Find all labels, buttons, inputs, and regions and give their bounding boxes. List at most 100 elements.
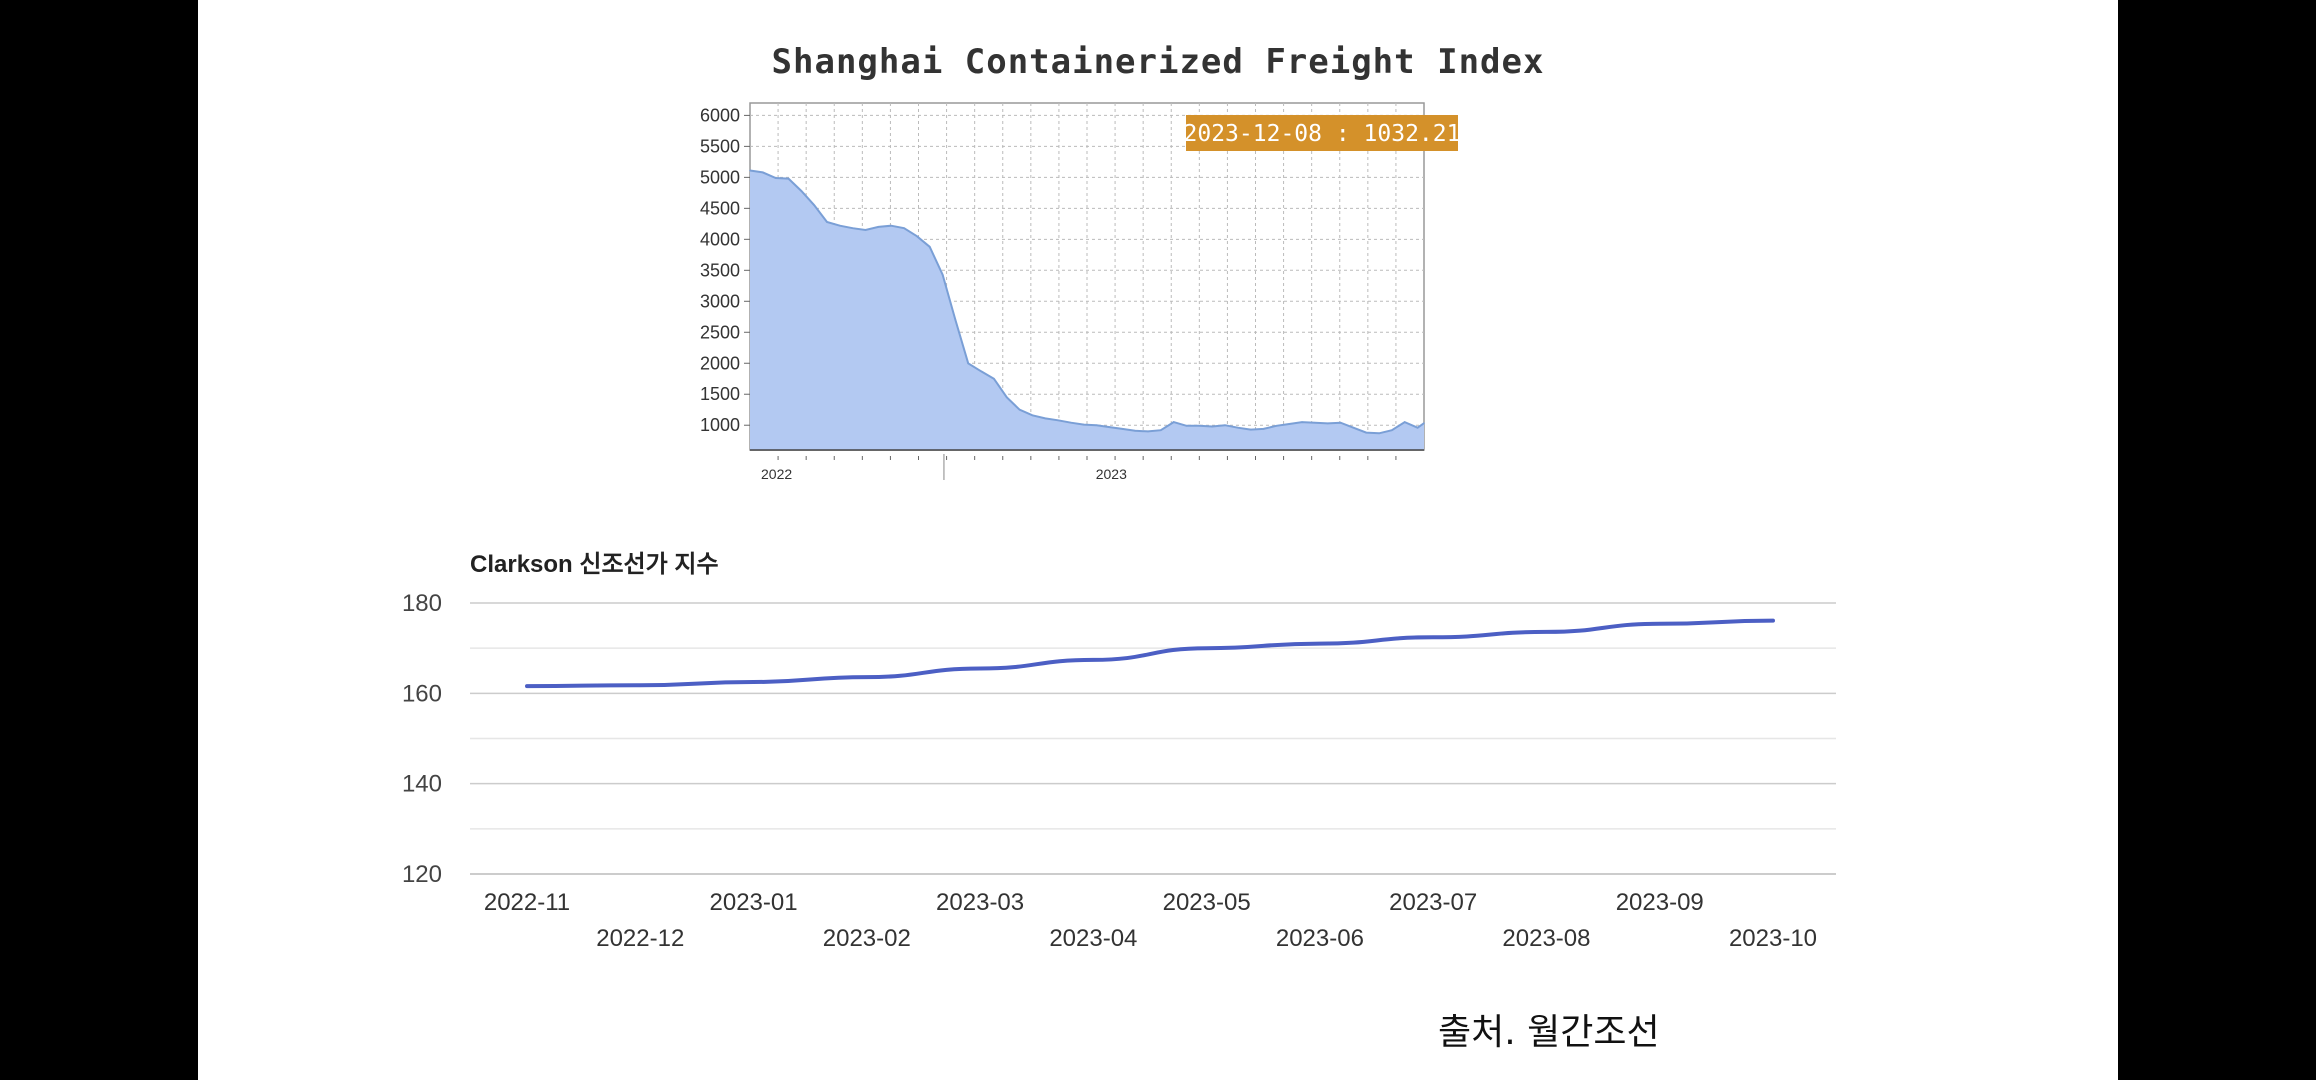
scfi-data-point: [967, 362, 969, 365]
clarkson-line-series: [525, 618, 1775, 689]
scfi-data-point: [1403, 421, 1406, 423]
scfi-data-point: [1095, 424, 1098, 427]
clarkson-x-axis: 2022-11 2022-12 2023-01 2023-02 2023-03 2023-…: [484, 889, 1817, 952]
clarkson-y-tick-label: 160: [402, 680, 442, 707]
scfi-data-point: [1352, 426, 1355, 429]
slide: Shanghai Containerized Freight Index 100…: [198, 0, 2118, 1080]
clarkson-data-point: [1092, 658, 1095, 661]
scfi-y-tick-label: 5500: [700, 136, 740, 156]
scfi-data-point: [1172, 421, 1175, 423]
scfi-tooltip-text: 2023-12-08 : 1032.21: [1184, 121, 1461, 147]
clarkson-chart-title: Clarkson 신조선가 지수: [470, 551, 719, 578]
scfi-y-tick-label: 3000: [700, 291, 740, 311]
scfi-data-point: [903, 227, 905, 229]
clarkson-data-point: [639, 684, 642, 687]
clarkson-x-tick-label: 2023-04: [1049, 925, 1137, 952]
scfi-data-point: [1249, 428, 1252, 431]
clarkson-y-axis: 120 140 160 180: [402, 590, 442, 888]
scfi-y-tick-label: 3500: [700, 260, 740, 280]
scfi-data-point: [864, 229, 867, 231]
scfi-data-point: [1044, 417, 1047, 420]
clarkson-grid: [470, 602, 1836, 875]
scfi-data-point: [774, 177, 777, 179]
scfi-y-tick-label: 2500: [700, 322, 740, 342]
clarkson-x-tick-label: 2022-11: [484, 889, 570, 916]
clarkson-data-point: [752, 681, 755, 683]
clarkson-line: [525, 618, 1775, 689]
left-black-band: [0, 0, 198, 1080]
scfi-data-point: [749, 169, 751, 172]
scfi-data-point: [826, 221, 828, 223]
clarkson-x-tick-label: 2023-09: [1616, 889, 1704, 916]
scfi-x-axis: 2022 2023: [750, 449, 1424, 482]
scfi-data-point: [1031, 414, 1034, 417]
clarkson-data-point: [865, 676, 868, 679]
scfi-chart-title: Shanghai Containerized Freight Index: [771, 42, 1545, 82]
scfi-data-point: [762, 171, 764, 174]
clarkson-data-point: [526, 685, 528, 688]
scfi-x-tick-label: 2023: [1096, 466, 1127, 482]
scfi-data-point: [1160, 429, 1162, 432]
scfi-y-tick-label: 1500: [700, 384, 740, 404]
scfi-data-point: [1018, 408, 1021, 411]
clarkson-x-tick-label: 2023-01: [710, 889, 798, 916]
clarkson-x-tick-label: 2023-03: [936, 889, 1024, 916]
scfi-data-point: [1057, 419, 1059, 422]
scfi-data-point: [1185, 425, 1188, 427]
scfi-data-point: [1006, 396, 1008, 399]
scfi-data-point: [1083, 423, 1085, 426]
scfi-data-point: [916, 235, 918, 237]
scfi-data-point: [1224, 424, 1226, 427]
scfi-y-tick-label: 5000: [700, 167, 740, 187]
scfi-data-point: [941, 273, 944, 276]
scfi-data-point: [1365, 431, 1367, 434]
scfi-data-point: [954, 319, 957, 321]
clarkson-data-point: [1658, 622, 1661, 625]
scfi-data-point: [1237, 426, 1239, 429]
scfi-y-tick-label: 6000: [700, 105, 740, 125]
clarkson-x-tick-label: 2023-02: [823, 925, 911, 952]
scfi-area-fill: [750, 170, 1424, 450]
scfi-y-axis: 1000 1500 2000 2500 3000 3500 4000 4500 5000 5500…: [700, 105, 750, 435]
scfi-data-point: [1326, 422, 1329, 425]
scfi-y-tick-label: 4500: [700, 198, 740, 218]
source-note: 출처. 월간조선: [1438, 1012, 1660, 1053]
scfi-data-point: [1134, 430, 1136, 432]
clarkson-x-tick-label: 2023-10: [1729, 925, 1817, 952]
clarkson-x-tick-label: 2023-08: [1502, 925, 1590, 952]
clarkson-chart: 120 140 160 180 2022-11 2022-12 2023-01 2023-0…: [402, 590, 1836, 952]
scfi-y-tick-label: 1000: [700, 415, 740, 435]
clarkson-data-point: [1545, 630, 1548, 633]
scfi-data-point: [877, 226, 880, 228]
scfi-data-point: [1108, 426, 1111, 428]
clarkson-y-tick-label: 140: [402, 771, 442, 798]
clarkson-data-point: [979, 667, 982, 670]
scfi-chart: 1000 1500 2000 2500 3000 3500 4000 4500 5000 5500…: [700, 102, 1461, 482]
clarkson-x-tick-label: 2022-12: [596, 925, 684, 952]
scfi-data-point: [1391, 429, 1393, 432]
scfi-data-point: [890, 224, 892, 227]
scfi-data-point: [1423, 422, 1425, 425]
scfi-x-tick-label: 2022: [761, 466, 792, 482]
scfi-data-point: [813, 204, 815, 206]
scfi-data-point: [1378, 432, 1380, 435]
scfi-data-point: [839, 224, 841, 227]
scfi-data-point: [787, 177, 790, 180]
scfi-tooltip: 2023-12-08 : 1032.21: [1184, 115, 1461, 151]
scfi-tooltip-box: [1186, 115, 1458, 151]
scfi-data-point: [1416, 426, 1419, 429]
clarkson-data-point: [1318, 642, 1321, 645]
scfi-data-point: [1314, 421, 1316, 424]
scfi-y-tick-label: 2000: [700, 353, 740, 373]
clarkson-data-point: [1772, 619, 1774, 622]
scfi-data-point: [1070, 421, 1072, 424]
scfi-data-point: [1339, 421, 1342, 424]
clarkson-y-tick-label: 120: [402, 861, 442, 888]
scfi-data-point: [1211, 425, 1213, 428]
scfi-data-point: [1275, 425, 1278, 427]
clarkson-y-tick-label: 180: [402, 590, 442, 617]
scfi-data-point: [1288, 423, 1290, 425]
scfi-area-series: [749, 169, 1425, 450]
scfi-y-tick-label: 4000: [700, 229, 740, 249]
scfi-data-point: [1198, 425, 1201, 427]
